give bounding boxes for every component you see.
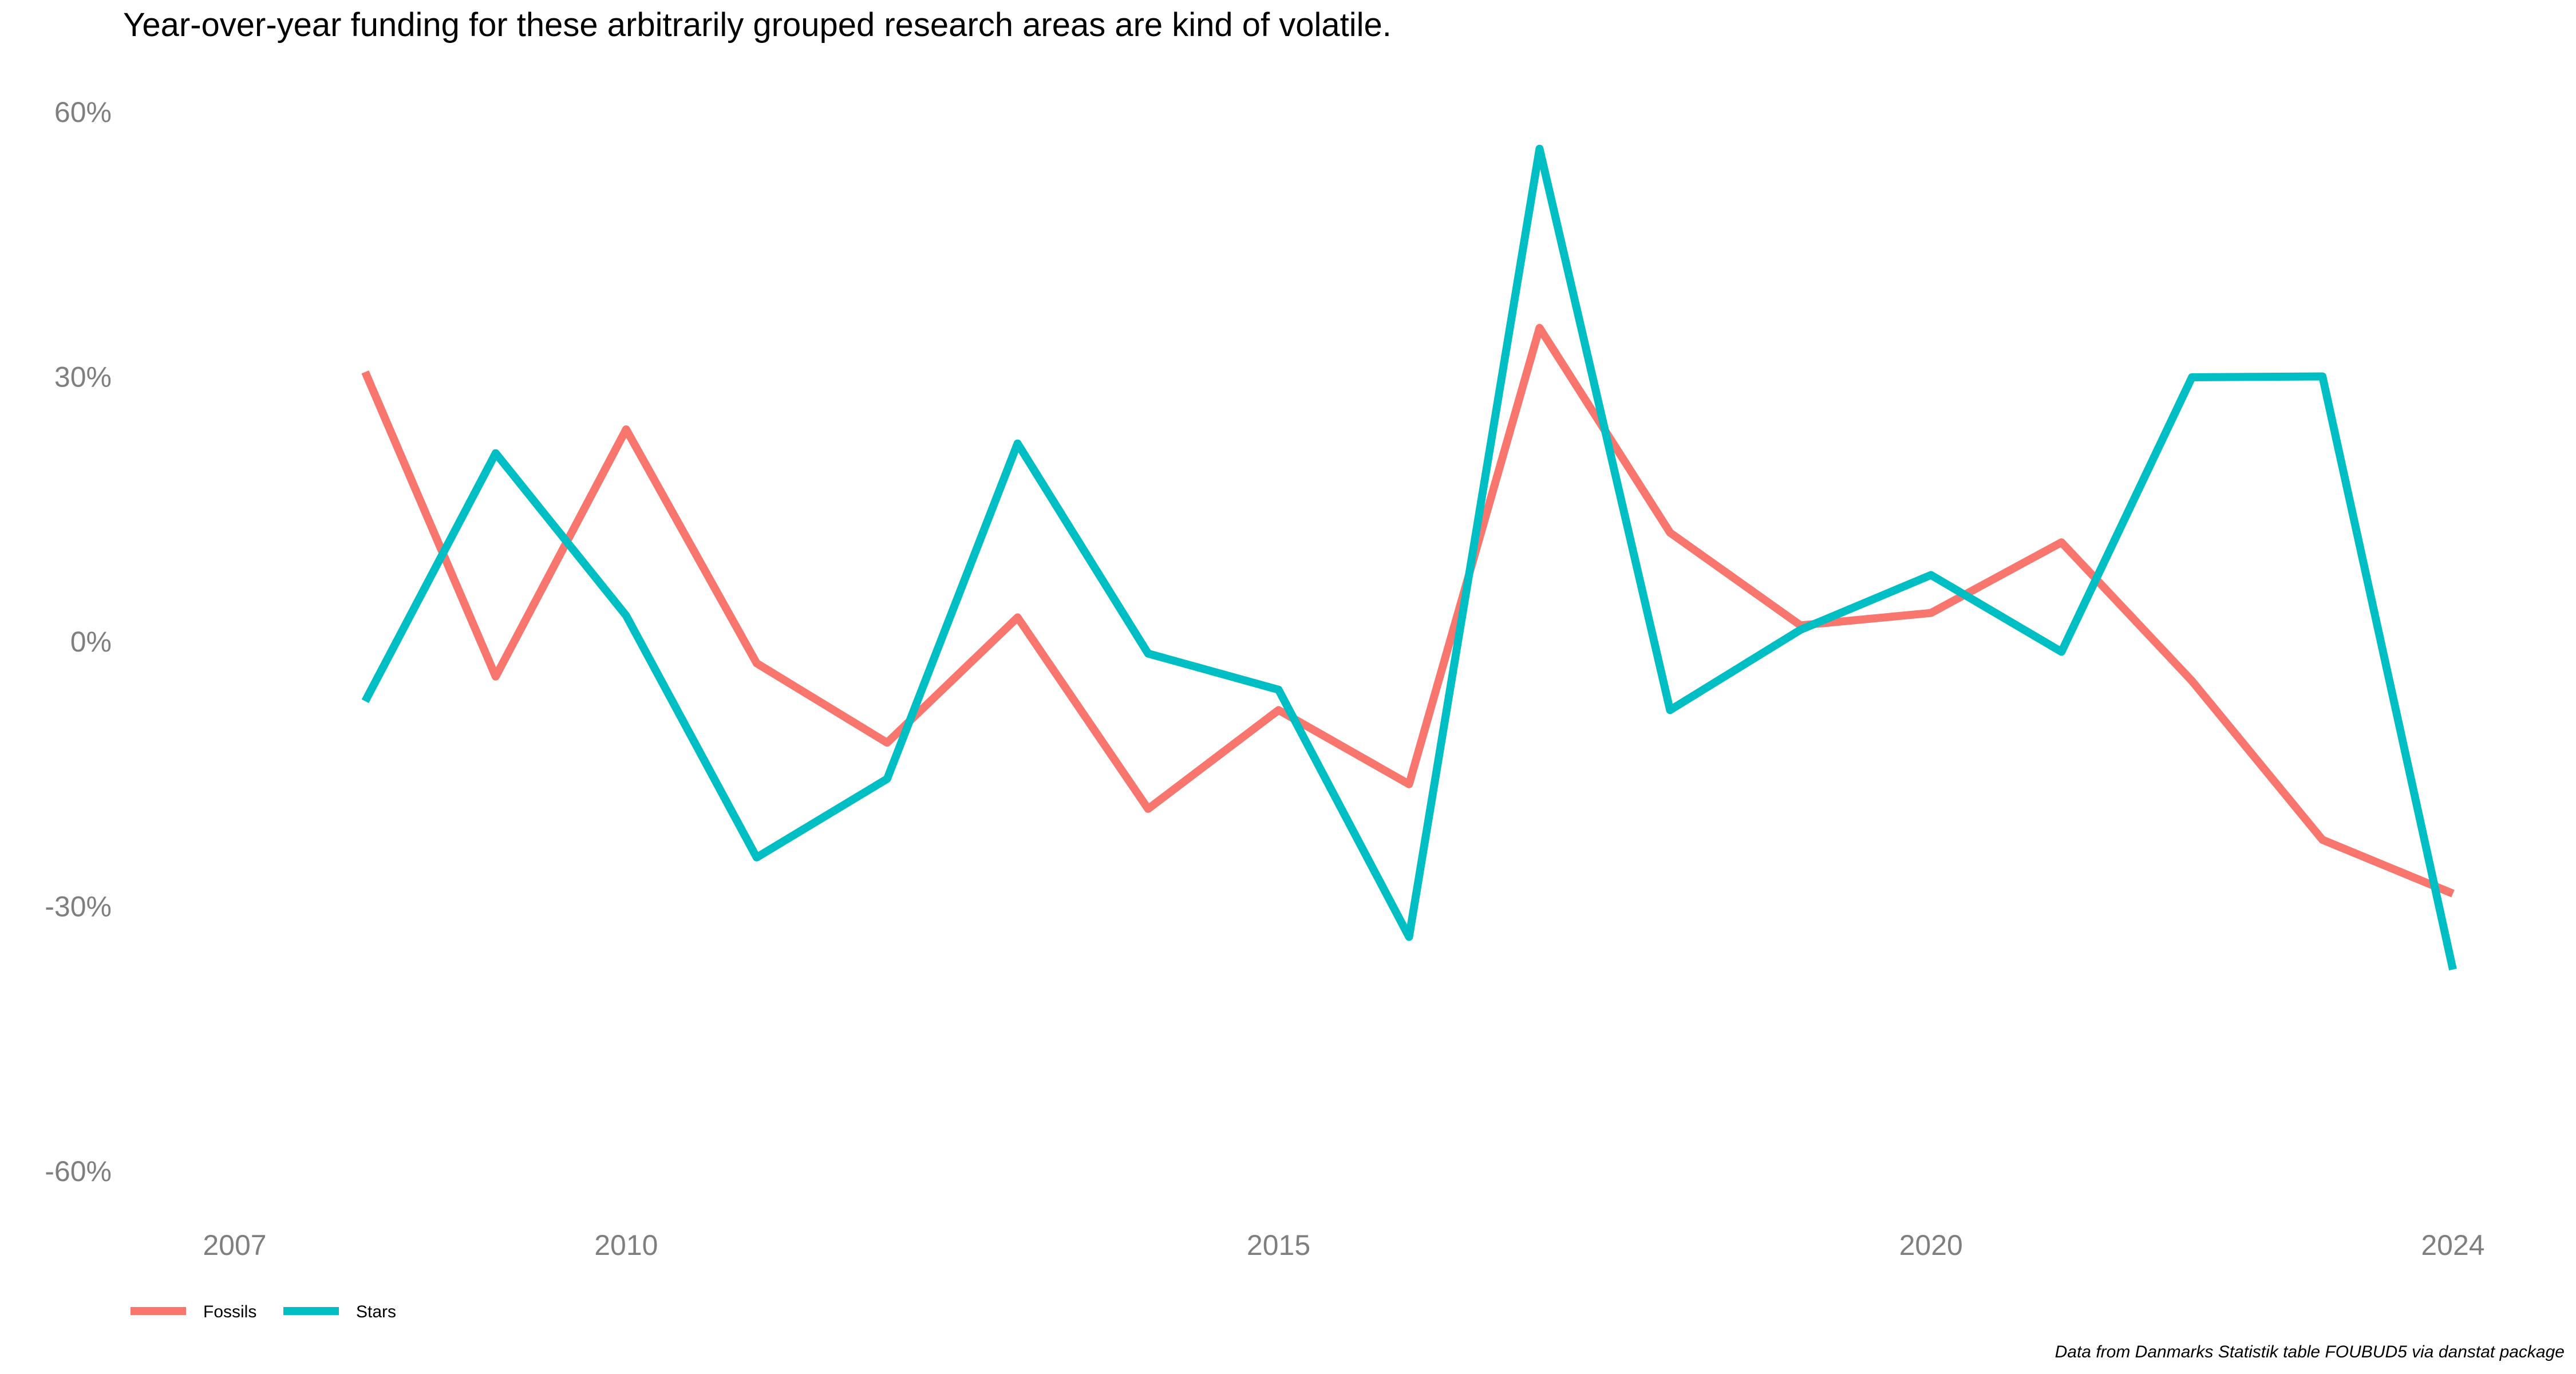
legend: Fossils Stars: [131, 1302, 396, 1321]
y-tick-label: -30%: [45, 891, 112, 923]
y-tick-label: -60%: [45, 1155, 112, 1187]
x-tick-label: 2015: [1247, 1229, 1310, 1261]
y-tick-label: 0%: [70, 626, 112, 658]
y-tick-label: 30%: [54, 361, 112, 393]
chart-title: Year-over-year funding for these arbitra…: [123, 6, 1392, 44]
chart-caption: Data from Danmarks Statistik table FOUBU…: [2055, 1343, 2565, 1361]
series-line-fossils: [361, 323, 2455, 898]
legend-label-stars: Stars: [356, 1302, 396, 1321]
series-lines: [361, 144, 2457, 971]
series-line-stars: [361, 144, 2457, 971]
x-tick-label: 2007: [203, 1229, 266, 1261]
legend-label-fossils: Fossils: [203, 1302, 256, 1321]
x-tick-label: 2020: [1899, 1229, 1963, 1261]
x-axis-ticks: 2007 2010 2015 2020 2024: [203, 1229, 2484, 1261]
x-tick-label: 2024: [2421, 1229, 2484, 1261]
y-axis-ticks: 60% 30% 0% -30% -60%: [45, 96, 112, 1187]
x-tick-label: 2010: [594, 1229, 658, 1261]
y-tick-label: 60%: [54, 96, 112, 128]
